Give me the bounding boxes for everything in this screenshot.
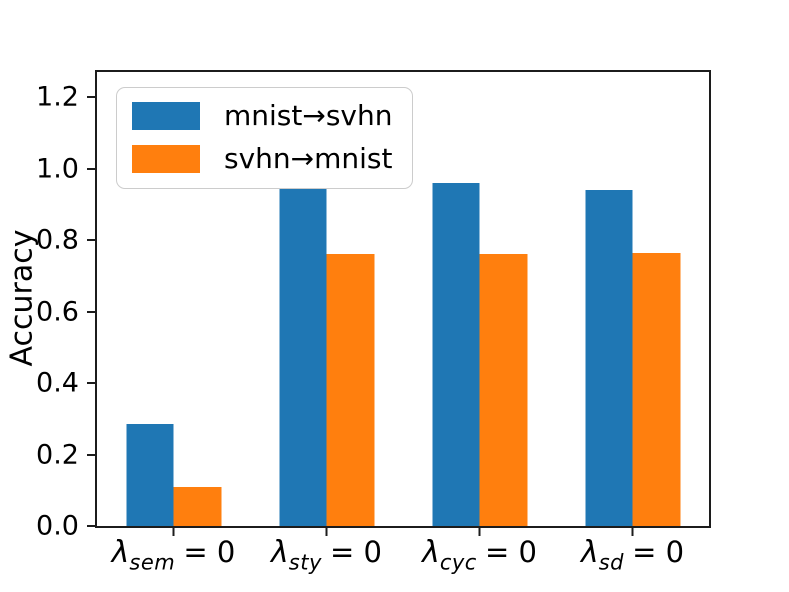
y-tick: 1.2 <box>36 84 95 111</box>
legend-label: svhn→mnist <box>224 141 393 175</box>
legend-label: mnist→svhn <box>224 99 393 132</box>
bar-mnist-to-svhn <box>279 188 327 526</box>
bar-group: λsem = 0 <box>97 72 250 573</box>
x-tick <box>172 526 175 536</box>
lambda-symbol: λ <box>271 535 289 570</box>
y-tick: 0.4 <box>36 370 95 397</box>
bar-svhn-to-mnist <box>173 486 221 526</box>
x-tick <box>631 526 634 536</box>
equals-zero: = 0 <box>484 535 537 569</box>
legend-entry: svhn→mnist <box>132 141 393 175</box>
legend-swatch-svhn-to-mnist <box>132 145 200 174</box>
y-tick-label: 0.2 <box>36 439 79 471</box>
y-tick-label: 1.0 <box>36 153 79 185</box>
y-tick-label: 0.6 <box>36 296 79 328</box>
lambda-symbol: λ <box>111 535 130 570</box>
equals-zero: = 0 <box>330 535 382 569</box>
bar-group: λsd = 0 <box>556 72 709 573</box>
y-tick: 0.0 <box>36 513 95 540</box>
bar-group: λsty = 0 <box>250 72 403 573</box>
legend-swatch-mnist-to-svhn <box>132 102 200 131</box>
bar-mnist-to-svhn <box>432 182 480 526</box>
x-tick <box>325 526 328 536</box>
y-tick: 0.6 <box>36 298 95 325</box>
plot-area: 0.0 0.2 0.4 0.6 0.8 1.0 1.2 λsem = 0 <box>36 70 711 573</box>
lambda-symbol: λ <box>580 535 599 570</box>
legend-entry: mnist→svhn <box>132 99 393 132</box>
x-tick-label: λsd = 0 <box>580 535 685 573</box>
lambda-subscript: sty <box>288 550 322 575</box>
lambda-subscript: cyc <box>439 550 477 575</box>
y-tick-label: 0.8 <box>36 224 79 256</box>
y-tick: 0.2 <box>36 441 95 468</box>
legend: mnist→svhn svhn→mnist <box>116 87 414 189</box>
x-tick-label: λcyc = 0 <box>422 535 537 573</box>
x-tick-label: λsem = 0 <box>111 535 236 573</box>
y-tick-label: 1.2 <box>36 81 79 113</box>
bar-svhn-to-mnist <box>479 254 527 526</box>
y-axis-title: Accuracy <box>4 229 40 367</box>
y-tick: 0.8 <box>36 227 95 254</box>
x-tick-label: λsty = 0 <box>271 535 382 573</box>
x-tick <box>478 526 481 536</box>
bar-svhn-to-mnist <box>326 254 374 526</box>
bar-mnist-to-svhn <box>126 424 174 526</box>
lambda-subscript: sd <box>598 550 624 575</box>
y-tick-label: 0.4 <box>36 367 79 399</box>
bar-group: λcyc = 0 <box>403 72 556 573</box>
equals-zero: = 0 <box>632 535 685 569</box>
bar-mnist-to-svhn <box>585 189 633 526</box>
equals-zero: = 0 <box>183 535 236 569</box>
lambda-symbol: λ <box>422 535 440 570</box>
y-tick-label: 0.0 <box>36 510 79 542</box>
y-tick: 1.0 <box>36 155 95 182</box>
lambda-subscript: sem <box>129 550 176 575</box>
bar-svhn-to-mnist <box>632 252 680 526</box>
